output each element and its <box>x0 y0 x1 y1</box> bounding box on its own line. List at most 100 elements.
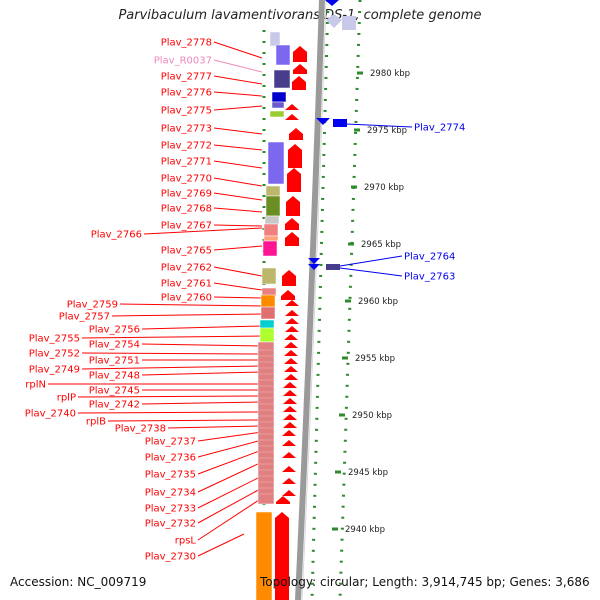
forward-gene-arrow <box>276 496 290 504</box>
gene-feature-block <box>260 294 276 308</box>
gene-label[interactable]: Plav_2745 <box>89 386 140 397</box>
gene-label[interactable]: Plav_2751 <box>89 356 140 367</box>
gene-label[interactable]: Plav_2733 <box>145 504 196 515</box>
gene-label[interactable]: Plav_2756 <box>89 325 140 336</box>
gene-label[interactable]: Plav_2774 <box>414 123 465 134</box>
kbp-tick-label: 2955 kbp <box>355 354 395 364</box>
kbp-tick-mark <box>339 413 345 417</box>
topology-label: Topology: circular; Length: 3,914,745 bp… <box>260 575 590 589</box>
gene-label[interactable]: Plav_2742 <box>89 400 140 411</box>
gene-label[interactable]: Plav_2734 <box>145 488 196 499</box>
gene-label[interactable]: Plav_2769 <box>161 189 212 200</box>
forward-gene-arrow <box>285 104 299 110</box>
kbp-tick-label: 2960 kbp <box>358 297 398 307</box>
gene-leader-line <box>213 245 263 251</box>
kbp-tick-mark <box>348 242 354 246</box>
gene-leader-line <box>119 303 263 307</box>
forward-gene-arrow <box>283 382 297 388</box>
kbp-tick-label: 2945 kbp <box>348 468 388 478</box>
gene-label[interactable]: Plav_2776 <box>161 88 212 99</box>
gene-label[interactable]: Plav_2772 <box>161 141 212 152</box>
gene-label[interactable]: Plav_2770 <box>161 174 212 185</box>
gene-leader-line <box>345 123 413 128</box>
gene-leader-line <box>213 224 263 227</box>
gene-label[interactable]: Plav_2760 <box>161 293 212 304</box>
gene-label[interactable]: rpsL <box>175 536 197 547</box>
forward-gene-arrow <box>285 218 299 230</box>
gene-label[interactable]: Plav_2777 <box>161 72 212 83</box>
kbp-tick-label: 2950 kbp <box>352 411 392 421</box>
gene-label[interactable]: Plav_2761 <box>161 279 212 290</box>
gene-label[interactable]: Plav_2752 <box>29 349 80 360</box>
gene-label[interactable]: Plav_2749 <box>29 365 80 376</box>
forward-gene-arrow <box>282 430 296 436</box>
gene-label[interactable]: Plav_2763 <box>404 272 455 283</box>
gene-leader-line <box>141 401 263 405</box>
gene-label[interactable]: rplP <box>57 393 76 404</box>
gene-leader-line <box>197 449 263 475</box>
forward-gene-arrow <box>292 76 306 90</box>
gene-leader-line <box>77 411 263 414</box>
outer-dotted-track-left <box>310 0 330 600</box>
gene-label[interactable]: rplB <box>86 417 106 428</box>
gene-leader-line <box>213 177 263 187</box>
gene-feature-block <box>271 91 287 103</box>
forward-gene-arrow <box>283 414 297 420</box>
gene-leader-line <box>339 267 403 277</box>
gene-label[interactable]: Plav_2730 <box>145 552 196 563</box>
gene-feature-block <box>273 69 291 89</box>
gene-leader-line <box>213 105 263 111</box>
gene-label[interactable]: Plav_2737 <box>145 437 196 448</box>
gene-label[interactable]: Plav_2775 <box>161 106 212 117</box>
forward-gene-arrow <box>282 478 296 484</box>
gene-label[interactable]: Plav_2771 <box>161 157 212 168</box>
gene-feature-block <box>255 511 273 600</box>
gene-label[interactable]: Plav_2766 <box>91 230 142 241</box>
gene-label[interactable]: Plav_2735 <box>145 470 196 481</box>
gene-feature-block <box>263 223 279 237</box>
gene-feature-block <box>263 235 279 242</box>
gene-leader-line <box>143 227 263 235</box>
gene-label[interactable]: rplN <box>25 380 46 391</box>
forward-gene-arrow <box>283 422 297 428</box>
gene-label[interactable]: Plav_2754 <box>89 340 140 351</box>
gene-label[interactable]: Plav_2767 <box>161 221 212 232</box>
gene-label[interactable]: Plav_2768 <box>161 204 212 215</box>
reverse-gene-arrow <box>308 264 320 270</box>
kbp-tick-mark <box>345 299 351 303</box>
gene-label[interactable]: Plav_2765 <box>161 246 212 257</box>
kbp-tick-label: 2980 kbp <box>370 69 410 79</box>
reverse-gene-arrow <box>325 0 339 6</box>
gene-label[interactable]: Plav_2748 <box>89 371 140 382</box>
reverse-gene-arrow <box>333 119 347 127</box>
forward-gene-arrow <box>283 406 297 412</box>
gene-leader-line <box>213 192 263 201</box>
gene-label[interactable]: Plav_2736 <box>145 453 196 464</box>
gene-label[interactable]: Plav_2778 <box>161 38 212 49</box>
gene-label[interactable]: Plav_2757 <box>59 312 110 323</box>
kbp-tick-mark <box>357 71 363 75</box>
gene-label[interactable]: Plav_R0037 <box>154 56 212 67</box>
gene-leader-line <box>339 255 403 267</box>
gene-feature-block <box>262 240 278 257</box>
gene-label[interactable]: Plav_2762 <box>161 263 212 274</box>
genome-title: Parvibaculum lavamentivorans DS-1, compl… <box>118 8 482 23</box>
gene-label[interactable]: Plav_2773 <box>161 124 212 135</box>
reverse-gene-arrow <box>342 16 356 30</box>
gene-label[interactable]: Plav_2764 <box>404 252 455 263</box>
gene-leader-line <box>197 497 263 541</box>
gene-label[interactable]: Plav_2759 <box>67 300 118 311</box>
gene-leader-line <box>197 461 263 493</box>
gene-leader-line <box>213 296 263 299</box>
gene-label[interactable]: Plav_2732 <box>145 519 196 530</box>
forward-gene-arrow <box>289 128 303 140</box>
forward-gene-arrow <box>284 374 298 380</box>
gene-label[interactable]: Plav_2740 <box>25 409 76 420</box>
gene-label[interactable]: Plav_2755 <box>29 334 80 345</box>
gene-feature-block <box>265 195 281 217</box>
gene-label[interactable]: Plav_2738 <box>115 424 166 435</box>
forward-gene-arrow <box>284 342 298 348</box>
kbp-tick-label: 2940 kbp <box>345 525 385 535</box>
forward-gene-arrow <box>293 64 307 74</box>
